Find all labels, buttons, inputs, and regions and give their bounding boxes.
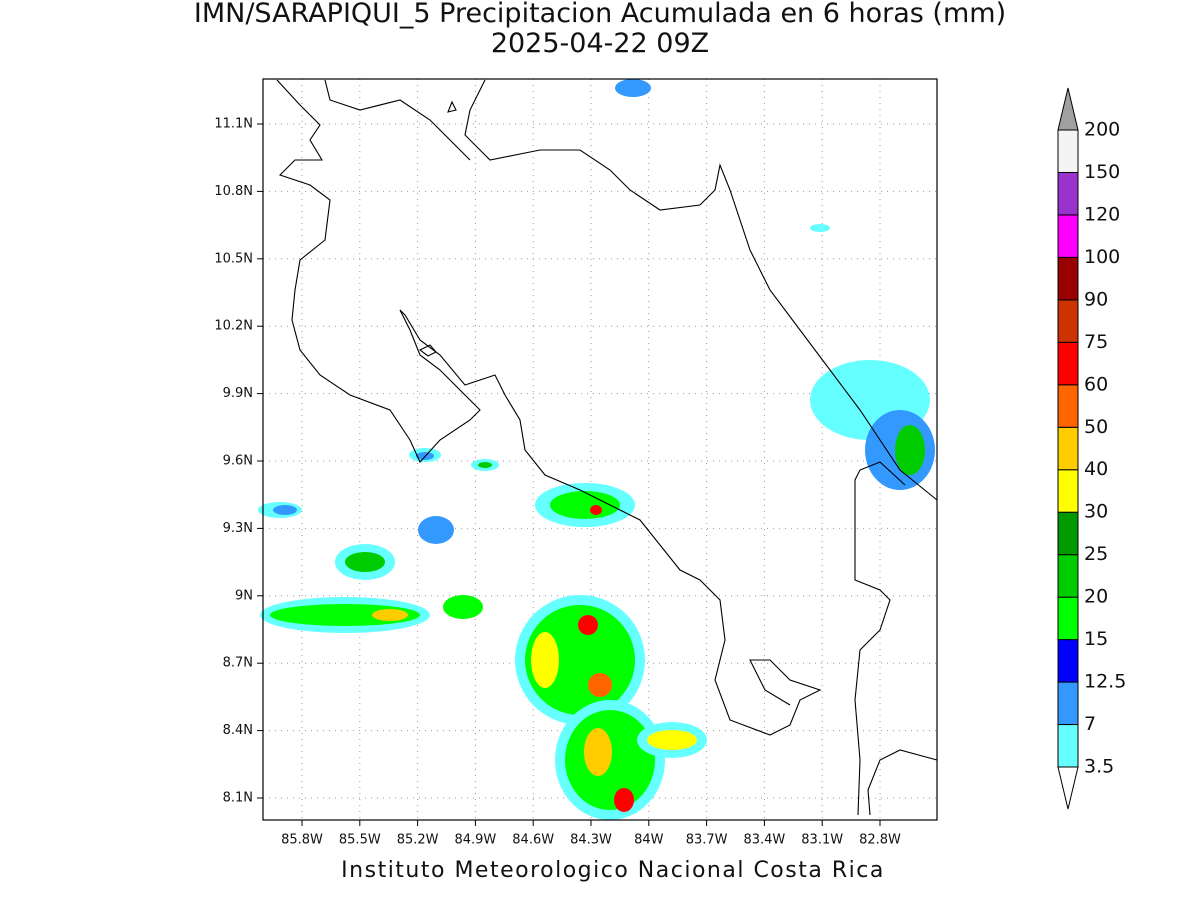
lat-label: 8.7N	[223, 656, 253, 671]
border	[854, 461, 906, 816]
lat-label: 8.4N	[223, 723, 253, 738]
colorbar-label: 200	[1084, 119, 1120, 141]
colorbar-band	[1057, 299, 1079, 343]
colorbar-band	[1057, 341, 1079, 386]
precip-area	[590, 505, 602, 515]
colorbar-band	[1057, 724, 1079, 768]
lon-label: 84.6W	[512, 833, 554, 848]
axis-ticks: 85.8W 85.5W 85.2W 84.9W 84.6W 84.3W 84W 83.7W 83…	[214, 117, 901, 848]
lat-label: 9.6N	[223, 454, 253, 469]
precip-area	[588, 673, 612, 697]
colorbar-label: 15	[1084, 628, 1108, 650]
precip-area	[273, 505, 297, 515]
precip-area	[372, 609, 408, 621]
lon-label: 83.7W	[686, 833, 728, 848]
colorbar: 3.5 7 12.5 15 20 25 30 40 50 60 75 90 100 120 150 200	[1057, 87, 1126, 810]
colorbar-label: 40	[1084, 458, 1108, 480]
precip-area	[614, 788, 634, 812]
subtitle: 2025-04-22 09Z	[491, 28, 709, 59]
precipitation-field	[258, 79, 935, 820]
border	[324, 79, 471, 161]
pacific-coast	[276, 79, 822, 736]
precip-area	[531, 632, 559, 688]
lat-label: 10.2N	[214, 319, 253, 334]
precip-area	[443, 595, 483, 619]
colorbar-label: 50	[1084, 416, 1108, 438]
island	[447, 100, 457, 113]
colorbar-label: 3.5	[1084, 756, 1114, 778]
lon-label: 83.4W	[743, 833, 785, 848]
lat-label: 11.1N	[214, 117, 253, 132]
colorbar-label: 7	[1084, 713, 1096, 735]
lon-label: 82.8W	[859, 833, 901, 848]
lon-label: 85.2W	[397, 833, 439, 848]
colorbar-band	[1057, 596, 1079, 641]
title: IMN/SARAPIQUI_5 Precipitacion Acumulada …	[194, 0, 1006, 29]
colorbar-band	[1057, 469, 1079, 513]
precip-area	[647, 730, 697, 750]
colorbar-band	[1057, 426, 1079, 471]
lon-label: 84.3W	[570, 833, 612, 848]
precip-area	[584, 728, 612, 776]
precip-area	[810, 224, 830, 232]
lon-label: 85.5W	[339, 833, 381, 848]
colorbar-label: 150	[1084, 161, 1120, 183]
lat-label: 10.5N	[214, 251, 253, 266]
colorbar-label: 100	[1084, 246, 1120, 268]
precip-area	[895, 425, 925, 475]
colorbar-label: 25	[1084, 543, 1108, 565]
lat-label: 8.1N	[223, 791, 253, 806]
colorbar-band	[1057, 511, 1079, 556]
colorbar-band	[1057, 256, 1079, 301]
colorbar-label: 20	[1084, 586, 1108, 608]
colorbar-label: 30	[1084, 501, 1108, 523]
lon-label: 83.1W	[801, 833, 843, 848]
lon-label: 85.8W	[281, 833, 323, 848]
footer: Instituto Meteorologico Nacional Costa R…	[341, 858, 885, 883]
lat-label: 9N	[235, 588, 253, 603]
caribbean-coast	[464, 79, 938, 501]
precip-area	[478, 462, 492, 468]
precip-area	[345, 552, 385, 572]
lat-label: 9.3N	[223, 521, 253, 536]
lake	[418, 344, 437, 357]
precip-area	[578, 615, 598, 635]
precip-area	[270, 604, 420, 626]
colorbar-band	[1057, 681, 1079, 726]
colorbar-band	[1057, 129, 1079, 173]
coastline	[276, 79, 938, 816]
colorbar-label: 90	[1084, 288, 1108, 310]
panama-coast	[867, 749, 938, 816]
map-frame	[262, 78, 938, 821]
colorbar-band	[1057, 639, 1079, 683]
lon-label: 84.9W	[454, 833, 496, 848]
lat-label: 10.8N	[214, 184, 253, 199]
colorbar-label: 12.5	[1084, 671, 1126, 693]
precip-area	[418, 516, 454, 544]
colorbar-band	[1057, 554, 1079, 598]
colorbar-band	[1057, 384, 1079, 428]
precip-area	[550, 491, 620, 519]
colorbar-band	[1057, 171, 1079, 216]
lon-label: 84W	[634, 833, 664, 848]
lat-label: 9.9N	[223, 386, 253, 401]
colorbar-band	[1057, 214, 1079, 258]
colorbar-label: 120	[1084, 203, 1120, 225]
colorbar-label: 60	[1084, 373, 1108, 395]
colorbar-label: 75	[1084, 331, 1108, 353]
precip-area	[615, 79, 651, 97]
